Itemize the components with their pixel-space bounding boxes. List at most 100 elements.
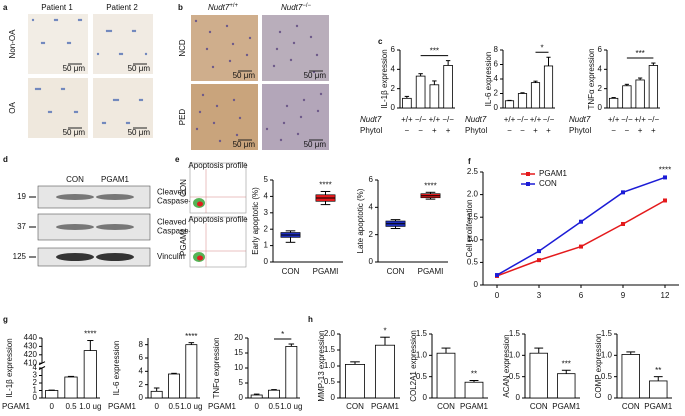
marker-label: 19 [17,192,26,201]
point [537,249,541,254]
cell [101,121,105,125]
cell [140,98,144,102]
cell [245,53,249,57]
event-cluster [197,255,203,261]
y-tick-label: 440 [24,333,38,342]
cell [296,132,300,136]
significance: **** [185,332,197,341]
row-label: PGAM1 [2,402,31,411]
x-tick-label: − [405,126,410,135]
y-tick-label: 1 [33,386,38,395]
cell [120,52,124,56]
sample-label: PGAM1 [179,227,188,256]
bar [374,344,395,399]
cell [212,121,216,125]
cell [295,24,299,28]
bar [268,389,280,399]
cell [116,98,120,102]
cell [279,138,283,142]
x-tick-label: 1.0 ug [79,402,101,411]
y-tick-label: 4 [139,366,144,375]
x-tick-label: − [418,126,423,135]
bar [622,85,632,109]
blot-band [96,253,134,261]
significance: **** [84,330,96,339]
x-tick-label: + [651,126,656,135]
y-tick-label: 1.0 [601,350,613,359]
point [621,221,625,226]
cell [292,41,296,45]
y-tick-label: 0 [608,393,613,402]
x-tick-label: 1.0 ug [180,402,202,411]
cell [31,18,35,22]
row-label: PGAM1 [108,402,137,411]
scale-bar-label: 50 μm [63,64,86,73]
column-header: Patient 2 [106,3,138,12]
x-tick-label: − [520,126,525,135]
cell [49,110,53,114]
significance: **** [424,181,436,190]
x-tick-label: 12 [661,291,670,300]
x-tick-label: −/− [648,115,660,124]
point [495,273,499,278]
cell [201,93,205,97]
bar [608,97,619,109]
significance: **** [659,166,671,175]
x-tick-label: + [546,126,551,135]
y-axis-label: Late apoptotic (%) [356,188,365,253]
y-axis-label: COMP expression [594,334,603,399]
column-header: Nudt7+/+ [208,3,239,13]
cell [73,110,77,114]
y-tick-label: 4 [598,64,603,73]
bar [185,344,198,399]
x-tick-label: + [533,126,538,135]
bar [464,381,484,399]
cell [231,42,235,46]
y-tick-label: 2 [494,89,499,98]
cell [144,52,148,56]
marker-label: 37 [17,222,26,231]
cell [265,127,269,131]
scale-bar-label: 50 μm [304,140,327,149]
cell [211,65,215,69]
row-header: NCD [178,39,187,57]
cell [96,52,100,56]
legend-label: CON [539,179,557,188]
y-tick-label: 4 [494,74,499,83]
x-tick-label: +/+ [401,115,413,124]
x-tick-label: −/− [621,115,633,124]
y-tick-label: 0 [33,393,38,402]
y-axis-label: ACAN expression [502,334,511,397]
cell [125,121,129,125]
y-tick-label: 0 [139,393,144,402]
x-tick-label: − [507,126,512,135]
y-tick-label: 1.5 [324,345,336,354]
y-tick-label: 0.5 [601,372,613,381]
y-axis-label: IL-1β expression [5,338,14,397]
significance: ** [655,366,661,375]
x-tick-label: CON [530,402,548,411]
y-tick-label: 0 [474,280,479,289]
x-tick-label: + [446,126,451,135]
y-tick-label: 6 [369,175,374,184]
cell [77,18,81,22]
cell [282,121,286,125]
cell [198,110,202,114]
y-tick-label: 4 [264,192,269,201]
band-label: Cleaved [157,218,186,227]
y-tick-label: 4 [391,64,396,73]
y-axis-label: MMP-13 expression [317,330,326,401]
significance: * [383,326,386,335]
flow-title: Apoptosis profile [188,215,248,224]
cell [316,109,320,113]
row-label: Phytol [465,126,487,135]
row-header: Non-OA [8,29,17,59]
cell [309,35,313,39]
y-axis-label: TNFα expression [587,48,596,109]
legend-marker [526,172,530,176]
cell [107,29,111,33]
x-tick-label: 0.5 [168,402,180,411]
cell [194,19,198,23]
bar [168,373,180,399]
bar [150,390,163,399]
